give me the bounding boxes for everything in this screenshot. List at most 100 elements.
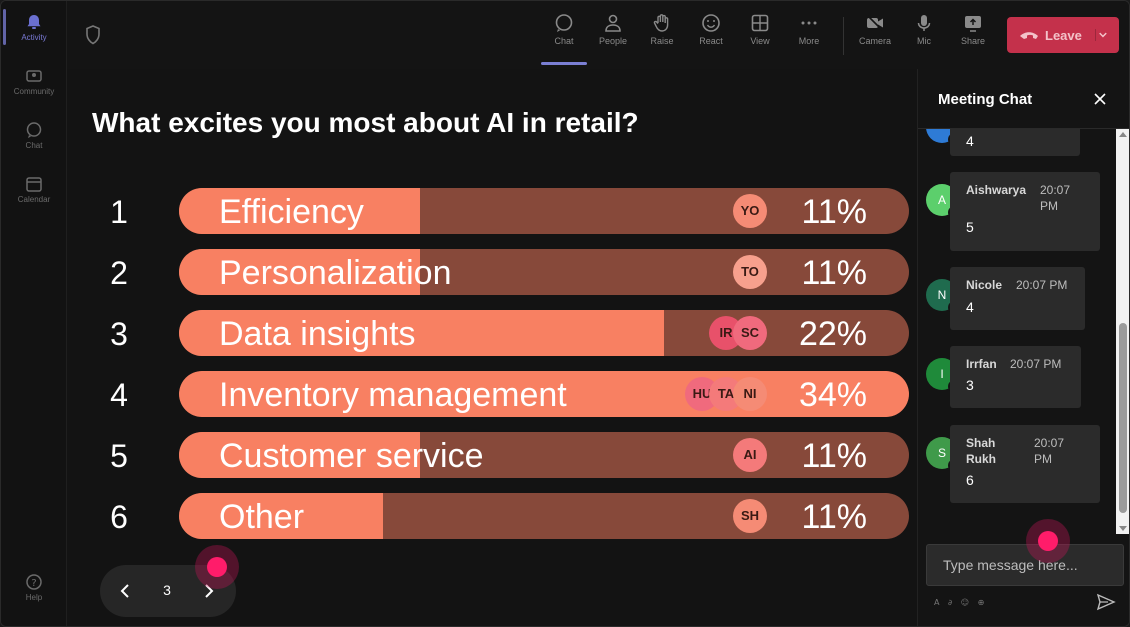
more-button[interactable]: More — [786, 13, 832, 61]
chat-message-input[interactable] — [926, 544, 1124, 586]
camera-off-icon — [867, 15, 883, 31]
meeting-toolbar: Chat People Raise React View More Camera — [67, 1, 1129, 69]
send-icon[interactable] — [1096, 593, 1116, 611]
message-time: 20:07 PM — [1016, 278, 1068, 292]
share-button-label: Share — [960, 36, 986, 46]
option-label: Inventory management — [219, 376, 567, 414]
rail-label-community: Community — [13, 87, 55, 96]
chat-button[interactable]: Chat — [541, 13, 587, 65]
raise-hand-icon — [653, 14, 669, 32]
option-percent: 11% — [801, 437, 867, 475]
more-icon — [801, 21, 817, 25]
voter-avatar: SC — [733, 316, 767, 350]
hang-up-icon — [1020, 32, 1038, 39]
voter-avatar: YO — [733, 194, 767, 228]
poll-option-row: 5 Customer service AI 11% — [67, 432, 917, 478]
chat-icon — [555, 14, 573, 32]
message-text: 3 — [966, 377, 974, 393]
rail-label-help: Help — [25, 593, 43, 602]
result-bar: Inventory management HU TA NI 34% — [179, 371, 909, 417]
mic-icon — [917, 15, 931, 31]
sender-name: Irrfan — [966, 357, 997, 371]
rail-item-chat[interactable]: Chat — [1, 121, 67, 150]
view-button[interactable]: View — [737, 13, 783, 61]
share-button[interactable]: Share — [950, 13, 996, 61]
chat-scrollbar[interactable] — [1116, 129, 1129, 534]
people-icon — [605, 14, 621, 32]
react-button-label: React — [699, 36, 723, 46]
camera-button-label: Camera — [858, 36, 891, 46]
mic-button[interactable]: Mic — [901, 13, 947, 61]
page-number: 3 — [163, 582, 171, 598]
poll-option-row: 6 Other SH 11% — [67, 493, 917, 539]
message-time: 20:07 PM — [1034, 436, 1065, 466]
click-indicator — [195, 545, 239, 589]
grid-view-icon — [751, 14, 769, 32]
option-number: 4 — [110, 377, 128, 413]
chevron-left-icon[interactable] — [118, 581, 132, 601]
option-percent: 11% — [801, 498, 867, 536]
option-label: Data insights — [219, 315, 416, 353]
chat-header: Meeting Chat — [918, 69, 1129, 129]
chat-button-label: Chat — [554, 36, 574, 46]
voter-avatar: AI — [733, 438, 767, 472]
chat-message: 4 — [950, 129, 1080, 156]
rail-item-community[interactable]: Community — [1, 67, 67, 96]
rail-item-help[interactable]: ? Help — [1, 573, 67, 602]
voter-avatars: AI — [733, 438, 767, 472]
voter-avatars: SH — [733, 499, 767, 533]
result-bar-fill — [179, 493, 383, 539]
poll-option-row: 3 Data insights IR SC 22% — [67, 310, 917, 356]
result-bar-fill — [179, 188, 420, 234]
option-label: Personalization — [219, 254, 452, 292]
svg-text:?: ? — [31, 578, 36, 589]
option-number: 3 — [110, 316, 128, 352]
camera-button[interactable]: Camera — [852, 13, 898, 61]
raise-hand-button[interactable]: Raise — [639, 13, 685, 61]
format-icons[interactable]: A ∂ ☺ ⊕ — [934, 597, 984, 607]
click-indicator — [1026, 519, 1070, 563]
scroll-thumb[interactable] — [1119, 323, 1127, 513]
message-text: 5 — [966, 219, 974, 235]
leave-button-label: Leave — [1045, 28, 1082, 43]
option-label: Efficiency — [219, 193, 364, 231]
rail-item-calendar[interactable]: Calendar — [1, 175, 67, 204]
poll-question: What excites you most about AI in retail… — [92, 107, 639, 138]
chat-title: Meeting Chat — [938, 91, 1033, 108]
chat-message: Irrfan 20:07 PM 3 — [950, 346, 1081, 408]
result-bar-fill — [179, 432, 420, 478]
toolbar-divider — [843, 17, 844, 55]
option-percent: 22% — [798, 315, 867, 353]
voter-avatars: TO — [733, 255, 767, 289]
option-number: 1 — [110, 194, 128, 230]
chevron-down-icon[interactable] — [1095, 29, 1109, 41]
option-label: Other — [219, 498, 305, 536]
leave-button[interactable]: Leave — [1007, 17, 1119, 53]
chat-icon — [26, 122, 42, 138]
chevron-right-icon[interactable] — [202, 581, 216, 601]
close-icon[interactable] — [1092, 91, 1108, 107]
sender-name: Shah Rukh — [966, 436, 996, 466]
result-bar-fill — [179, 310, 664, 356]
voter-avatars: HU TA NI — [685, 377, 767, 411]
result-bar: Other SH 11% — [179, 493, 909, 539]
message-text: 4 — [966, 299, 974, 315]
message-text: 4 — [966, 133, 974, 149]
voter-avatar: TO — [733, 255, 767, 289]
react-button[interactable]: React — [688, 13, 734, 61]
scroll-up-icon[interactable] — [1119, 132, 1127, 137]
result-bar: Data insights IR SC 22% — [179, 310, 909, 356]
sender-name: Nicole — [966, 278, 1003, 292]
scroll-down-icon[interactable] — [1119, 526, 1127, 531]
smiley-icon — [702, 14, 720, 32]
message-text: 6 — [966, 472, 974, 488]
rail-item-activity[interactable]: Activity — [1, 9, 67, 45]
mic-button-label: Mic — [917, 36, 931, 46]
format-toolbar[interactable]: A ∂ ☺ ⊕ — [934, 597, 984, 609]
people-button[interactable]: People — [590, 13, 636, 61]
chat-message: Nicole 20:07 PM 4 — [950, 267, 1085, 330]
option-percent: 34% — [798, 376, 867, 414]
community-icon — [26, 70, 42, 82]
option-label: Customer service — [219, 437, 484, 475]
